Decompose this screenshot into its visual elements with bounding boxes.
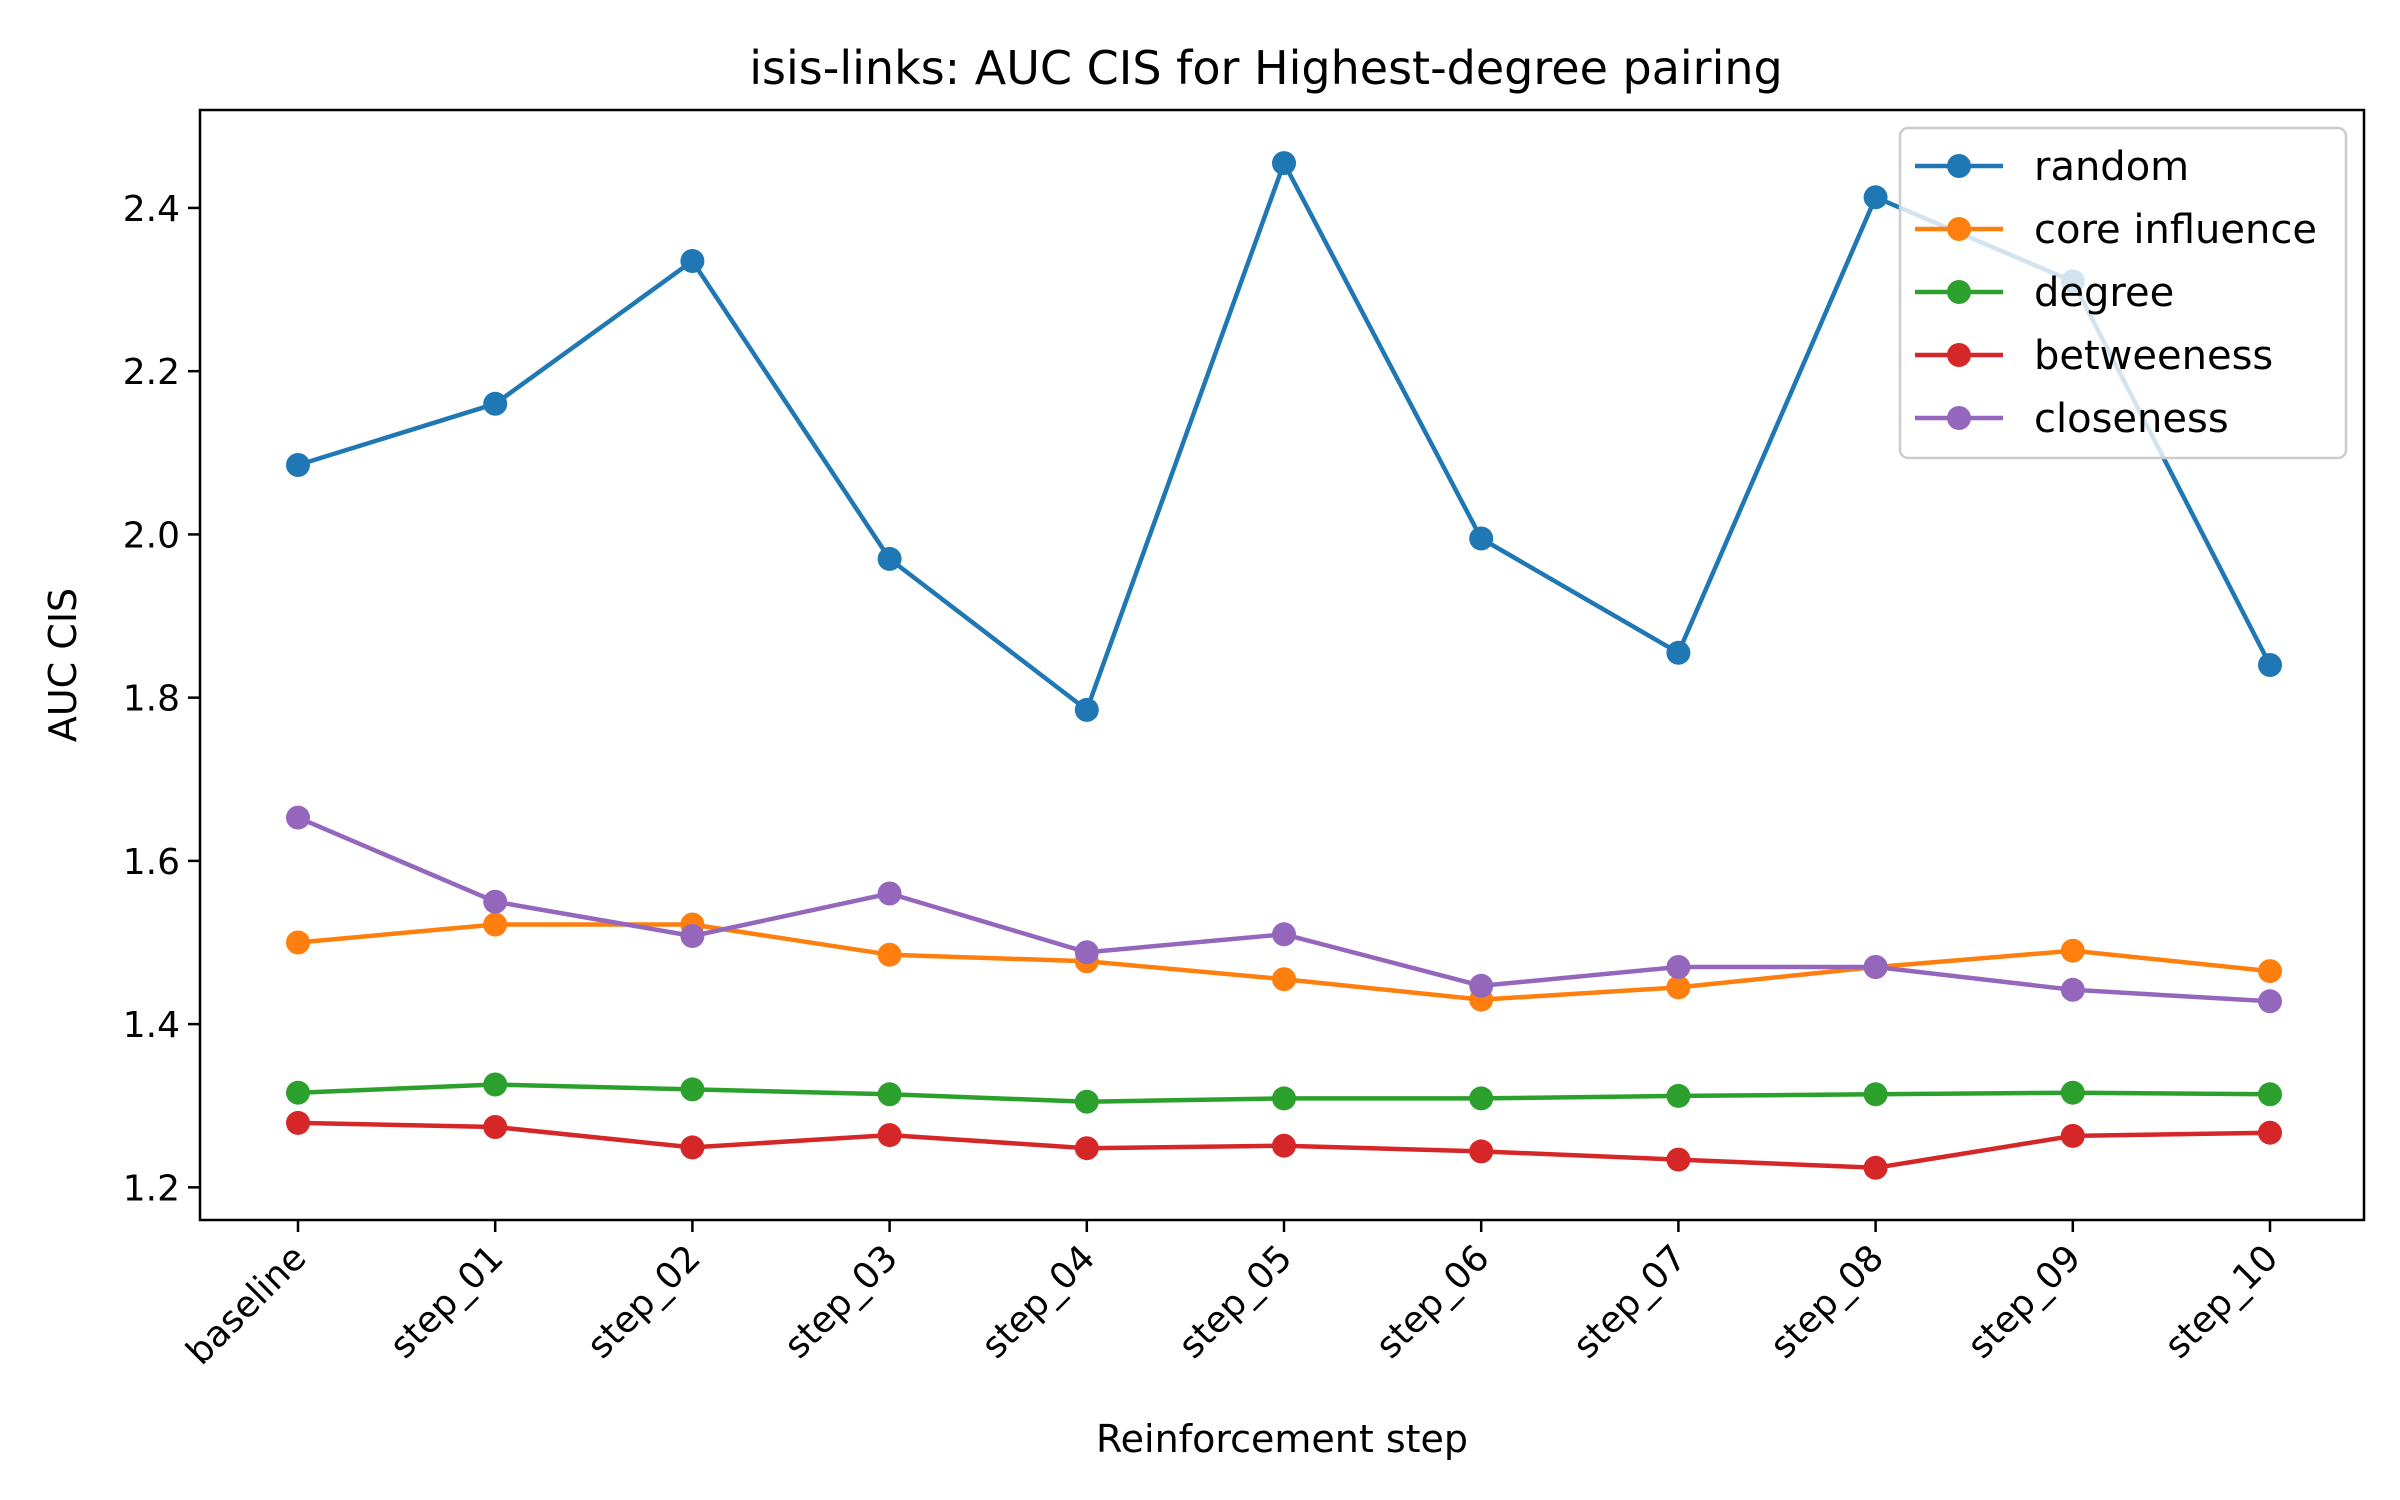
- x-tick-label: baseline: [179, 1237, 315, 1373]
- legend-label: random: [2034, 144, 2189, 190]
- legend-item: core influence: [1915, 207, 2317, 253]
- legend: random core influence degree betweeness clos…: [1898, 126, 2348, 460]
- data-point: [877, 942, 902, 967]
- data-point: [1074, 697, 1099, 722]
- data-point: [1666, 955, 1691, 979]
- data-point: [483, 889, 508, 914]
- data-point: [680, 1135, 705, 1160]
- y-axis-label: AUC CIS: [41, 588, 85, 742]
- data-point: [483, 1072, 508, 1097]
- data-point: [680, 249, 705, 273]
- data-point: [1863, 185, 1888, 210]
- data-point: [2060, 1123, 2085, 1148]
- data-point: [2258, 653, 2282, 677]
- x-tick-label: step_05: [1171, 1237, 1300, 1366]
- data-point: [1272, 1086, 1296, 1111]
- data-point: [680, 924, 705, 948]
- data-point: [286, 453, 310, 477]
- legend-swatch-marker: [1947, 280, 1971, 304]
- data-point: [1074, 1136, 1099, 1161]
- data-point: [483, 912, 508, 937]
- data-point: [286, 1110, 310, 1135]
- legend-label: degree: [2034, 270, 2174, 316]
- data-point: [1272, 967, 1296, 992]
- data-point: [286, 805, 310, 830]
- data-point: [2258, 1120, 2282, 1145]
- data-point: [1469, 973, 1494, 998]
- data-point: [2258, 959, 2282, 984]
- plot-frame: [198, 108, 2366, 1222]
- legend-label: betweeness: [2034, 333, 2273, 379]
- data-point: [877, 1123, 902, 1148]
- data-point: [1469, 1086, 1494, 1111]
- x-axis: baseline step_01 step_02 step_03 step_04 step…: [179, 1220, 2286, 1373]
- chart-title: isis-links: AUC CIS for Highest-degree p…: [749, 41, 1782, 95]
- y-tick-label: 1.6: [123, 842, 180, 883]
- y-tick-label: 1.2: [123, 1168, 180, 1209]
- y-tick-label: 2.4: [123, 189, 180, 230]
- legend-label: core influence: [2034, 207, 2317, 253]
- data-point: [1272, 151, 1296, 176]
- data-point: [2060, 1080, 2085, 1105]
- data-point: [1863, 1082, 1888, 1107]
- data-point: [286, 930, 310, 955]
- data-point: [1469, 526, 1494, 551]
- y-tick-label: 2.2: [123, 352, 180, 393]
- data-point: [877, 546, 902, 571]
- data-point: [286, 1080, 310, 1105]
- data-point: [1074, 1089, 1099, 1114]
- legend-item: betweeness: [1915, 333, 2273, 379]
- data-point: [1666, 975, 1691, 1000]
- data-point: [2060, 938, 2085, 963]
- data-point: [1469, 1139, 1494, 1164]
- legend-box: [1898, 126, 2348, 460]
- legend-swatch-marker: [1947, 343, 1971, 367]
- y-tick-label: 1.4: [123, 1005, 180, 1046]
- data-point: [2060, 977, 2085, 1002]
- legend-swatch-marker: [1947, 217, 1971, 241]
- data-point: [1863, 955, 1888, 979]
- data-point: [1074, 940, 1099, 965]
- x-tick-label: step_03: [777, 1237, 906, 1366]
- x-tick-label: step_10: [2157, 1237, 2286, 1366]
- data-point: [877, 881, 902, 906]
- legend-item: closeness: [1915, 396, 2229, 442]
- x-tick-label: step_07: [1566, 1237, 1695, 1366]
- legend-swatch-marker: [1947, 154, 1971, 178]
- data-point: [483, 391, 508, 416]
- series-closeness: [286, 805, 2282, 1014]
- x-tick-label: step_06: [1368, 1237, 1497, 1366]
- x-axis-label: Reinforcement step: [1096, 1417, 1468, 1461]
- legend-label: closeness: [2034, 396, 2229, 442]
- legend-item: degree: [1915, 270, 2174, 316]
- data-point: [1666, 1083, 1691, 1108]
- x-tick-label: step_01: [382, 1237, 511, 1366]
- y-tick-label: 1.8: [123, 679, 180, 720]
- x-tick-label: step_02: [580, 1237, 709, 1366]
- x-tick-label: step_09: [1960, 1237, 2089, 1366]
- data-point: [1272, 1133, 1296, 1158]
- data-point: [1863, 1155, 1888, 1180]
- y-axis: 1.2 1.4 1.6 1.8 2.0 2.2 2.4: [123, 189, 200, 1209]
- data-point: [2258, 1082, 2282, 1107]
- data-point: [1666, 1147, 1691, 1172]
- data-point: [1666, 640, 1691, 665]
- data-point: [1272, 922, 1296, 947]
- x-tick-label: step_08: [1763, 1237, 1892, 1366]
- data-point: [877, 1082, 902, 1107]
- series-degree: [286, 1072, 2282, 1114]
- legend-item: random: [1915, 144, 2189, 190]
- series-betweeness: [286, 1110, 2282, 1180]
- data-point: [680, 1077, 705, 1102]
- y-tick-label: 2.0: [123, 515, 180, 556]
- x-tick-label: step_04: [974, 1237, 1103, 1366]
- legend-swatch-marker: [1947, 406, 1971, 430]
- data-point: [2258, 989, 2282, 1014]
- data-point: [483, 1115, 508, 1139]
- plot-marks: [286, 151, 2282, 1180]
